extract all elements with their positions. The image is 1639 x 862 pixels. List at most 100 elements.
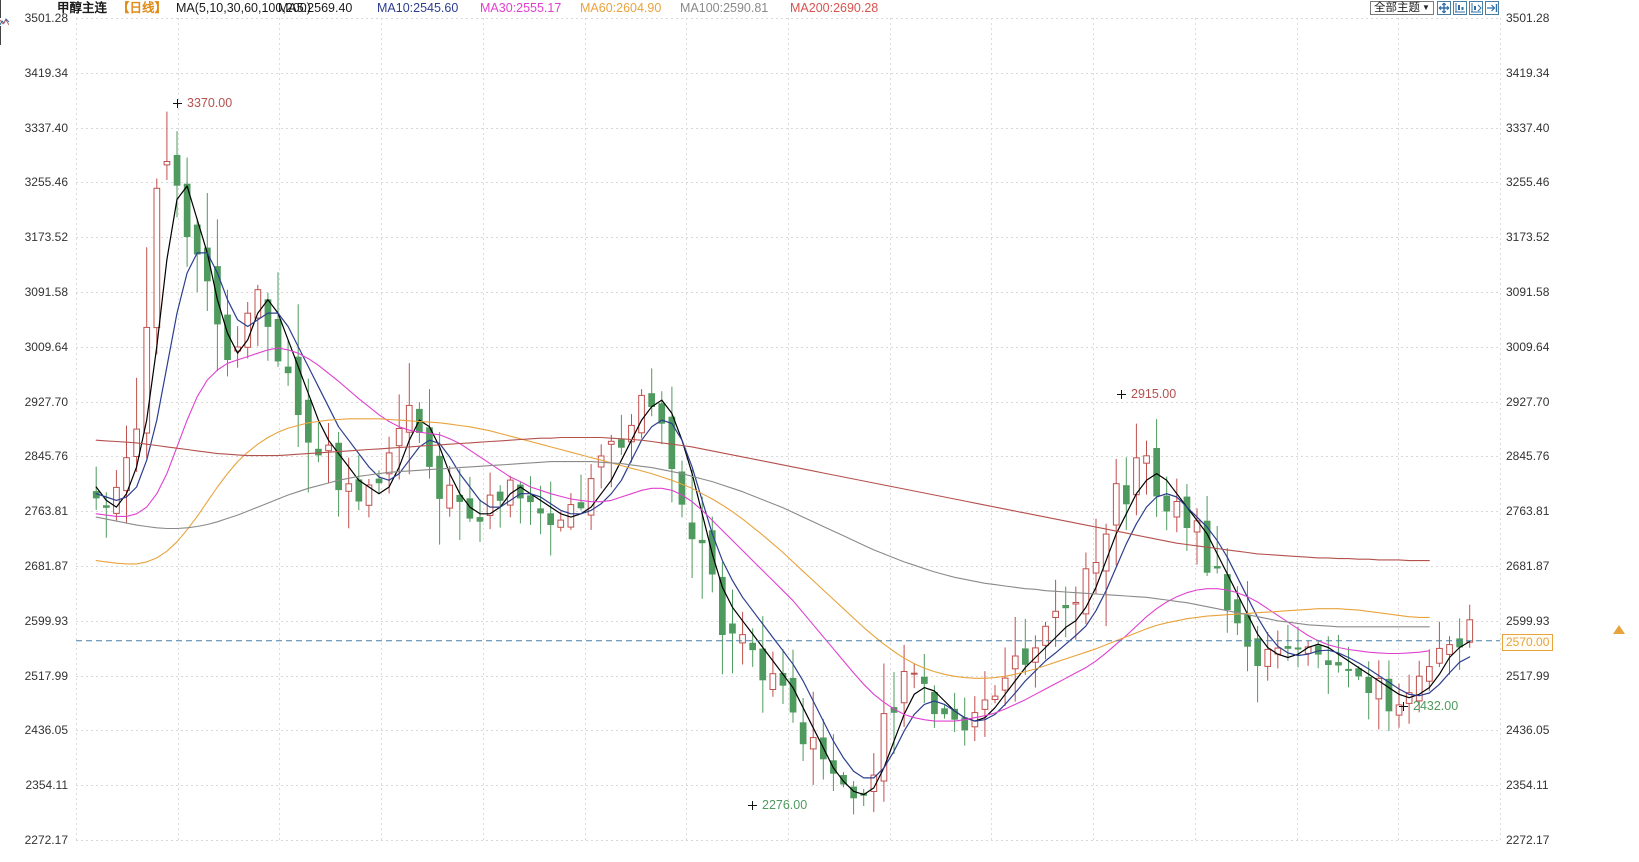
price-tick-label-left: 3501.28 [24,11,68,25]
price-tick-label-left: 2927.70 [24,394,68,409]
candle-body [698,539,706,544]
candle-body [638,394,645,434]
candle-body [385,452,393,475]
price-tick-label-right: 2927.70 [1506,394,1550,409]
candle-body [446,484,453,509]
candle-body [729,623,736,634]
chart-shift-icon[interactable] [1469,1,1483,15]
price-tick-label-right: 3009.64 [1506,339,1550,354]
candle-body [1284,646,1292,649]
chart-gridlines [76,18,1501,841]
gridline-vertical [1195,18,1196,840]
candle-body [284,366,292,374]
chevron-down-icon: ▼ [1422,3,1430,12]
candle-body [305,399,312,443]
price-tick-label-left: 2272.17 [24,833,68,847]
candle-body [476,517,484,522]
candle-body [345,483,353,492]
current-price-tag: 2570.00 [1502,633,1554,651]
chart-scale-icon[interactable] [1453,1,1467,15]
candlestick-series [92,111,1474,815]
candle-body [1133,457,1140,496]
candle-body [577,502,585,509]
price-tick-label-right: 2436.05 [1506,723,1550,738]
candle-body [779,673,787,686]
candle-body [951,708,958,720]
theme-selector-dropdown[interactable]: 全部主题 ▼ [1370,1,1434,15]
ma-definition: MA(5,10,30,60,100,200) [176,1,311,15]
candle-body [395,428,403,447]
candle-body [739,634,746,644]
swing-low-2432-marker-icon [1399,702,1408,711]
candle-body [103,505,110,508]
candle-body [1011,655,1019,670]
gridline-vertical [279,18,280,840]
candle-body [527,495,534,503]
candle-body [1466,619,1474,643]
candle-body [1173,501,1181,518]
symbol-name[interactable]: 甲醇主连 [57,1,108,15]
candle-body [941,708,948,715]
candle-body [365,484,373,506]
candle-body [1042,625,1049,646]
price-tick-label-left: 3009.64 [24,339,68,354]
gridline-horizontal [76,840,1500,841]
candle-body [1153,448,1161,497]
price-chart-plot[interactable] [76,18,1501,841]
ma-line-ma5 [95,185,1471,796]
candle-body [880,713,888,782]
price-tick-label-left: 2517.99 [24,668,68,683]
price-tick-label-right: 2354.11 [1506,778,1549,793]
ma-line-ma60 [95,418,1430,679]
gridline-vertical [585,18,586,840]
gridline-vertical [788,18,789,840]
price-tick-label-left: 2681.87 [24,559,68,573]
candle-body [618,439,625,448]
candle-body [1234,599,1241,624]
candle-body [506,479,514,506]
candle-body [123,457,130,492]
swing-low-2432: 2432.00 [1413,699,1459,713]
swing-high-3370-marker-icon [173,99,182,108]
price-tick-label-left: 3255.46 [24,175,68,190]
price-tick-label-right: 2763.81 [1506,504,1550,519]
candle-body [921,676,928,684]
candle-body [749,642,756,651]
ma-line-ma10 [95,252,1471,779]
candle-body [648,393,655,408]
candle-body [1446,644,1453,655]
candle-body [1183,496,1191,529]
candle-body [1163,495,1171,512]
candle-body [1213,566,1221,569]
price-tick-label-right: 3255.46 [1506,175,1550,190]
price-tick-label-left: 2436.05 [24,723,68,738]
candle-body [931,691,938,715]
candle-body [163,161,171,166]
price-tick-label-right: 3501.28 [1506,11,1550,25]
candle-body [294,356,302,416]
swing-high-2915-marker-icon [1117,390,1126,399]
candle-body [607,440,615,445]
candle-body [719,576,726,636]
gridline-vertical [890,18,891,840]
candle-body [1082,568,1090,615]
candle-body [143,326,151,434]
swing-high-2915: 2915.00 [1131,387,1177,401]
ma30-value: MA30:2555.17 [480,1,562,15]
theme-selector-label: 全部主题 [1374,1,1420,14]
candle-body [678,471,686,505]
candle-body [244,312,252,348]
candle-body [1143,455,1150,464]
price-tick-label-left: 2763.81 [24,504,68,519]
chart-jump-icon[interactable] [1485,1,1499,15]
candle-body [1123,485,1130,505]
gridline-vertical [1500,18,1501,840]
crosshair-icon[interactable] [1437,1,1451,15]
candle-body [688,522,696,540]
swing-low-2276-marker-icon [748,801,757,810]
candle-body [668,416,676,470]
candle-body [840,775,847,785]
symbol-period[interactable]: 【日线】 [117,1,168,15]
candle-body [375,478,383,484]
price-tick-label-right: 3419.34 [1506,65,1550,80]
